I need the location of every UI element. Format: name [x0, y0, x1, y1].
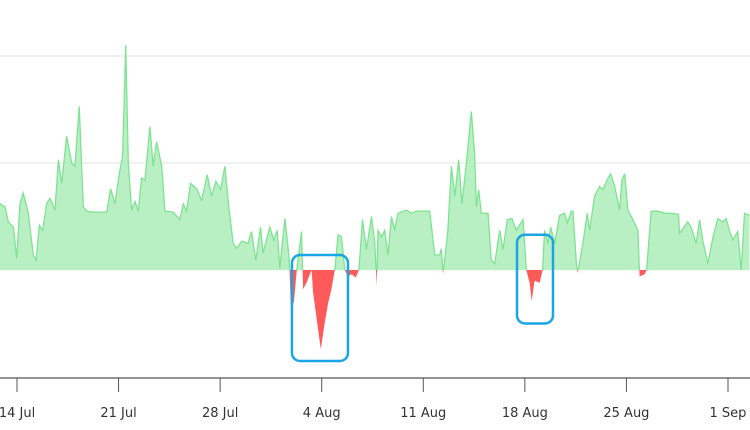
positive-line [0, 45, 750, 270]
x-tick-label: 1 Sep [710, 406, 747, 421]
x-tick-label: 11 Aug [400, 406, 446, 421]
data-areas [0, 45, 750, 350]
highlight-box [290, 253, 350, 363]
highlight-annotations [290, 233, 555, 363]
x-tick-label: 28 Jul [202, 406, 238, 421]
positive-area [0, 45, 750, 270]
x-tick-label: 4 Aug [303, 406, 341, 421]
x-tick-label: 14 Jul [0, 406, 35, 421]
x-tick-label: 21 Jul [100, 406, 136, 421]
x-axis: 14 Jul 21 Jul 28 Jul 4 Aug 11 Aug 18 Aug 25 Au… [0, 377, 750, 421]
x-tick-label: 18 Aug [502, 406, 548, 421]
highlight-box [515, 233, 555, 325]
x-tick-label: 25 Aug [603, 406, 649, 421]
